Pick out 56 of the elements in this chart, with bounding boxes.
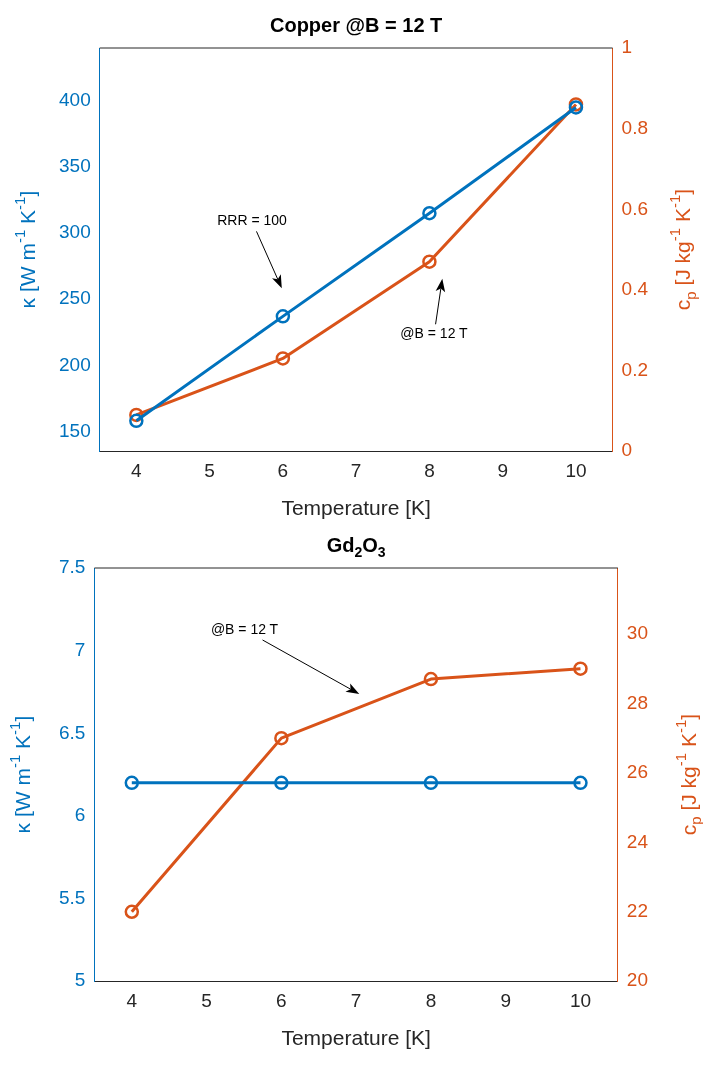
- x-tick-label: 7: [350, 989, 362, 1011]
- x-axis-title: Temperature [K]: [281, 1026, 431, 1049]
- y2-tick-label: 0: [621, 439, 633, 461]
- y-tick-label: 150: [59, 419, 91, 441]
- y-tick-label: 300: [59, 221, 91, 243]
- y2-tick-label: 30: [626, 622, 649, 644]
- y-axis-title: κ [W m-1 K-1]: [11, 190, 40, 309]
- point: [275, 351, 291, 366]
- y-tick-label: 350: [59, 155, 91, 177]
- y2-tick-label: 22: [626, 899, 649, 921]
- y-tick-label: 7: [74, 638, 86, 660]
- y2-tick-label: 24: [626, 830, 649, 852]
- y-tick-label: 200: [59, 353, 91, 375]
- y2-tick-label: 28: [626, 691, 649, 713]
- x-tick-label: 4: [126, 989, 138, 1011]
- y-tick-label: 7.5: [58, 556, 86, 578]
- y-tick-label: 5: [74, 969, 86, 991]
- x-tick-label: 8: [424, 459, 435, 481]
- y-tick-label: 5.5: [58, 886, 86, 908]
- x-tick-label: 9: [497, 459, 508, 481]
- x-tick-label: 10: [565, 459, 587, 481]
- x-tick-label: 8: [425, 989, 437, 1011]
- x-tick-label: 7: [350, 459, 362, 481]
- y2-tick-label: 0.8: [621, 116, 649, 138]
- x-tick-label: 5: [201, 989, 212, 1011]
- point: [274, 730, 289, 746]
- annotation: @B = 12 T: [210, 620, 279, 637]
- point: [422, 206, 437, 221]
- x-tick-label: 4: [131, 459, 143, 481]
- x-tick-label: 6: [277, 459, 289, 481]
- annotation: RRR = 100: [217, 212, 288, 229]
- y2-tick-label: 0.6: [621, 197, 649, 219]
- y-tick-label: 6: [74, 804, 86, 826]
- point: [573, 661, 588, 676]
- point: [423, 671, 439, 687]
- x-axis-title: Temperature [K]: [281, 496, 431, 519]
- x-tick-label: 10: [569, 989, 592, 1011]
- point: [422, 254, 437, 269]
- annotation: @B = 12 T: [400, 325, 469, 342]
- y2-tick-label: 26: [626, 761, 649, 783]
- y2-tick-label: 0.4: [621, 278, 649, 300]
- y-tick-label: 400: [59, 89, 91, 111]
- point: [124, 904, 140, 920]
- y2-axis-title: cp [J kg-1 K-1]: [666, 188, 700, 311]
- chart-title: Copper @B = 12 T: [269, 13, 443, 36]
- x-tick-label: 9: [500, 989, 511, 1011]
- y2-tick-label: 1: [621, 36, 633, 58]
- y2-tick-label: 20: [626, 969, 649, 991]
- x-tick-label: 5: [204, 459, 215, 481]
- y-axis-title: κ [W m-1 K-1]: [6, 715, 35, 834]
- y-tick-label: 250: [59, 287, 91, 309]
- point: [129, 413, 144, 429]
- y-tick-label: 6.5: [58, 721, 86, 743]
- y2-tick-label: 0.2: [621, 358, 649, 380]
- x-tick-label: 6: [276, 989, 287, 1011]
- point: [275, 309, 291, 324]
